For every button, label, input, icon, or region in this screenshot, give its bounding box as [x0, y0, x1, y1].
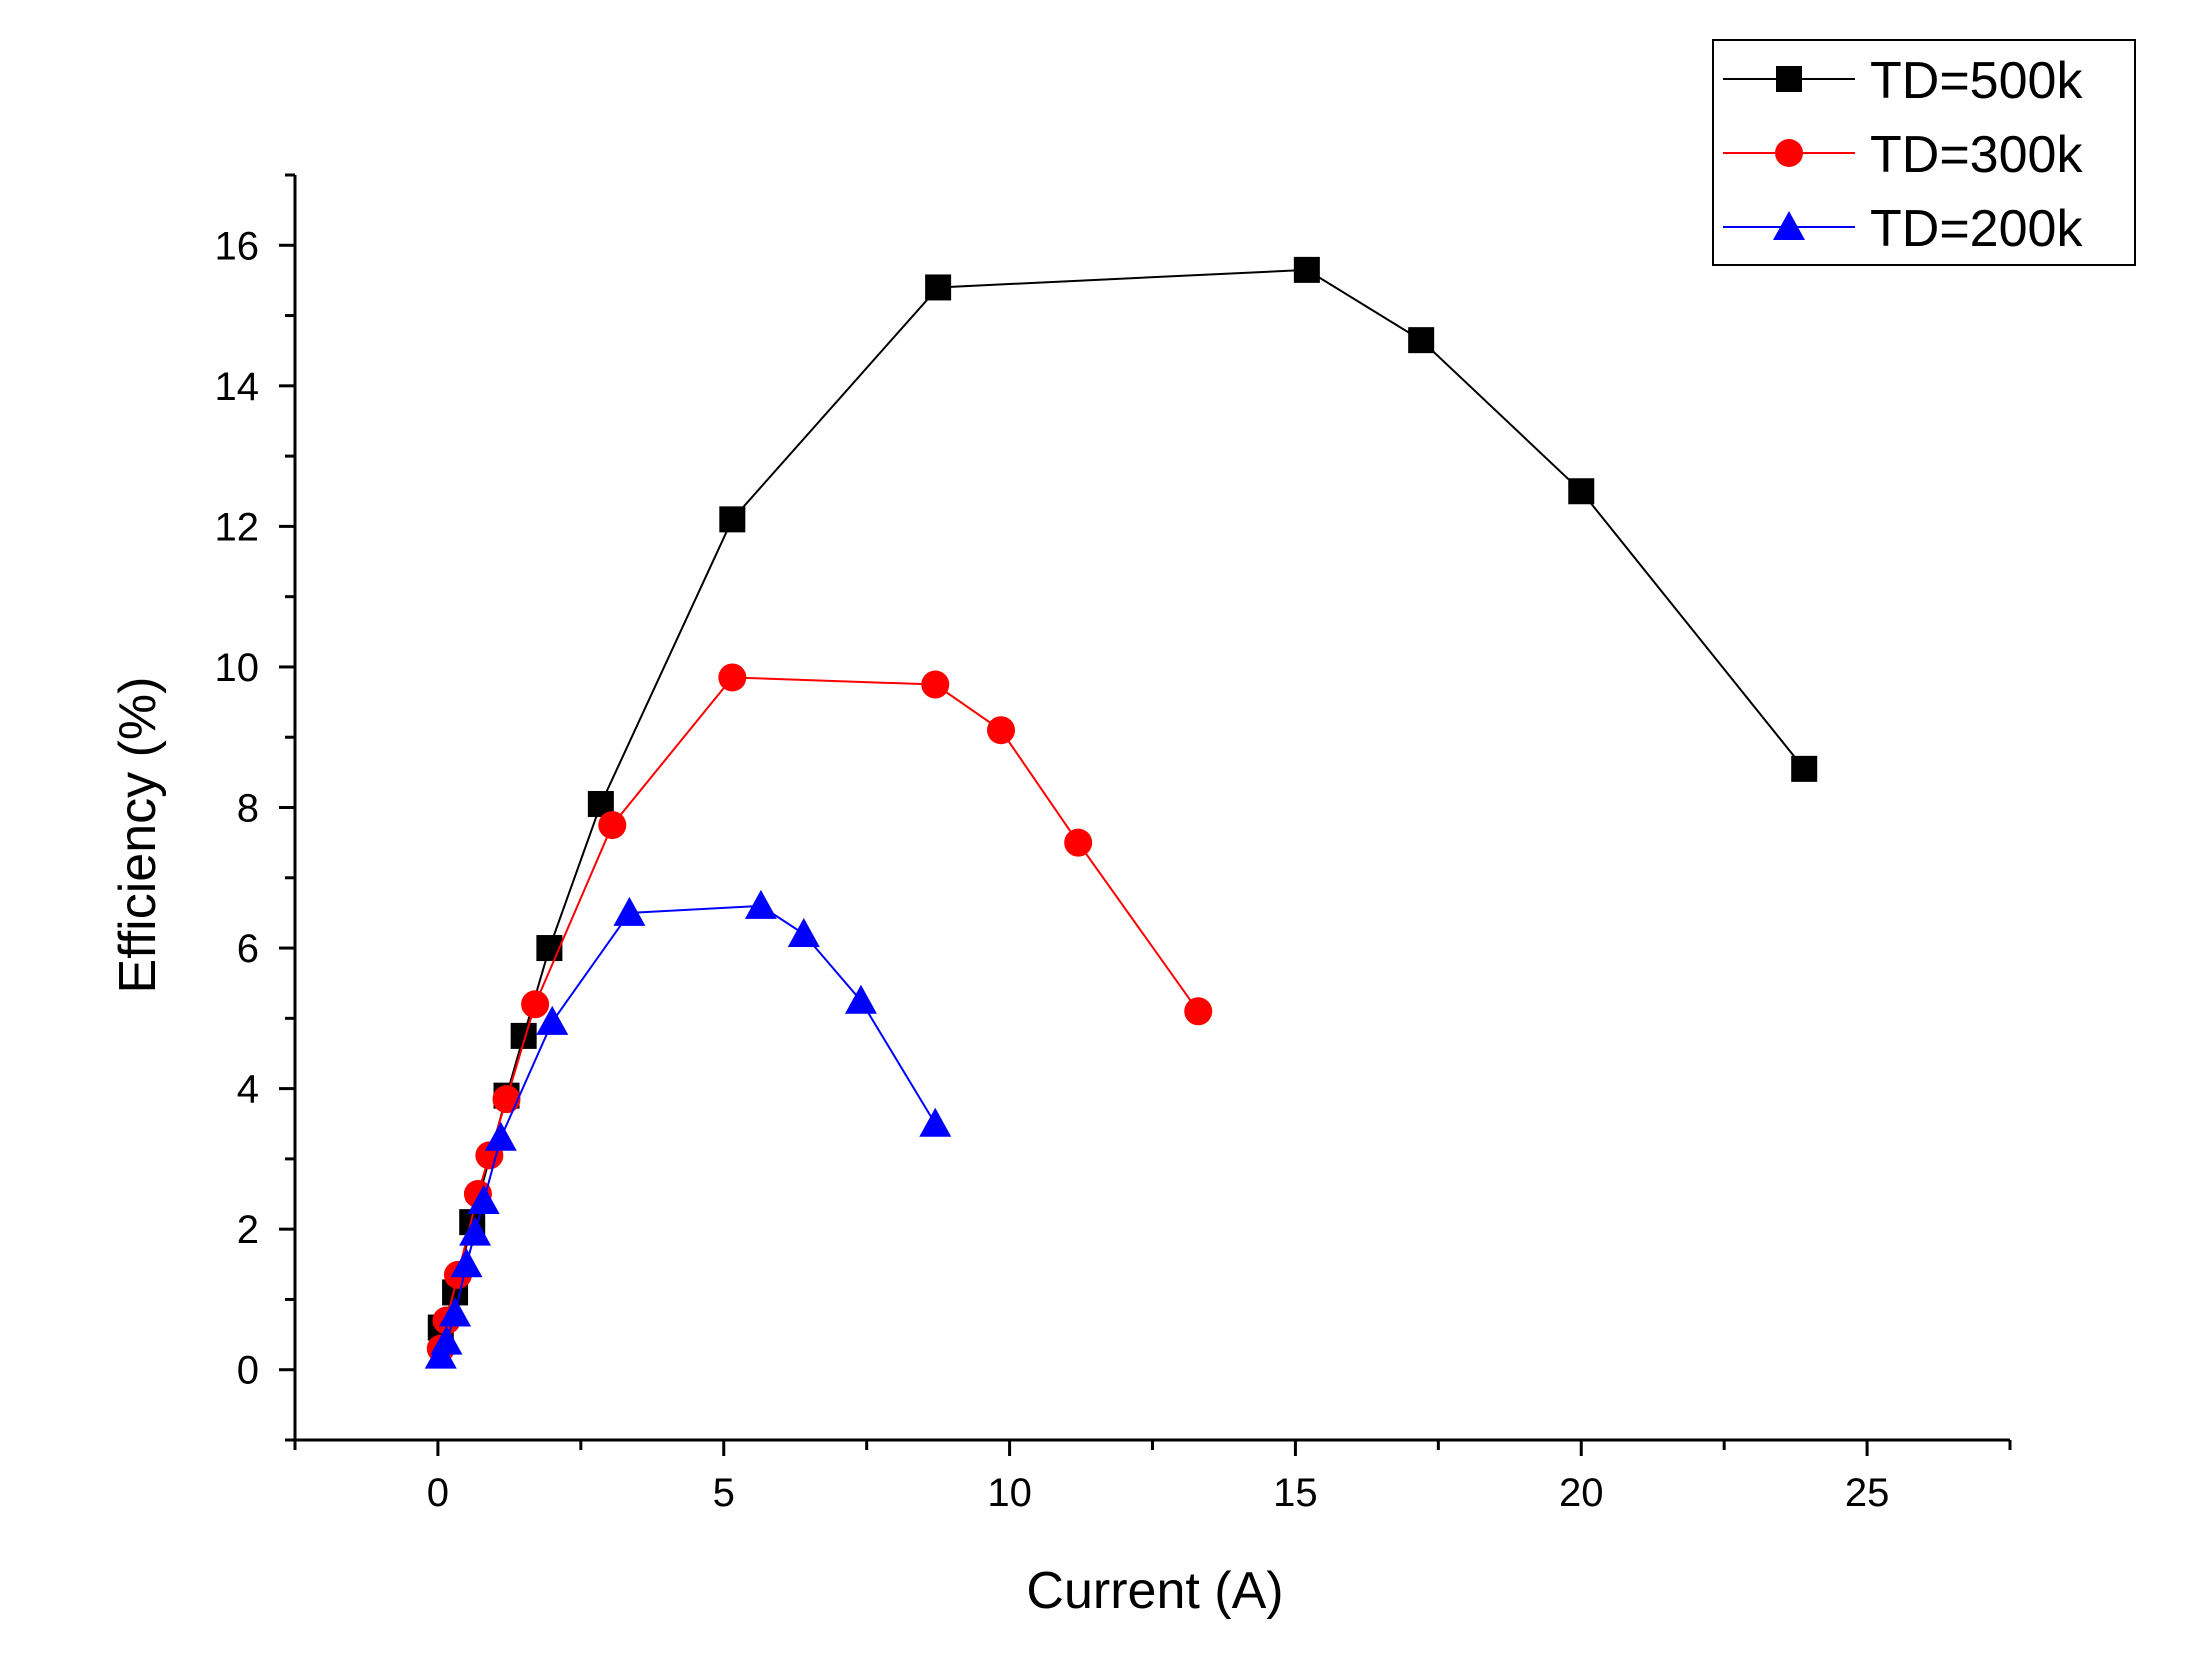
series-line	[439, 268, 1805, 1328]
legend-label: TD=500k	[1870, 52, 2083, 110]
data-point	[459, 1216, 492, 1246]
x-tick-label: 5	[713, 1471, 735, 1515]
data-point	[450, 1248, 483, 1278]
series-TD=500k	[427, 256, 1818, 1341]
legend: TD=500k TD=300k TD=200k	[1712, 39, 2136, 266]
x-tick-label: 25	[1845, 1471, 1890, 1515]
x-axis-title: Current (A)	[1026, 1562, 1283, 1620]
series-TD=300k	[426, 663, 1213, 1363]
data-point	[787, 918, 820, 947]
series-line	[439, 904, 937, 1357]
y-tick-label: 8	[237, 787, 259, 831]
data-point	[921, 670, 950, 699]
data-point	[439, 1297, 472, 1327]
series-TD=200k	[424, 889, 952, 1369]
data-point	[484, 1121, 517, 1151]
data-point	[844, 984, 877, 1014]
data-point	[1408, 327, 1435, 354]
data-point	[1568, 478, 1595, 505]
data-point	[925, 274, 952, 301]
data-point	[536, 935, 563, 962]
y-tick-label: 12	[215, 505, 260, 549]
y-ticks: 0 2 4 6 8 10 12 14 16	[215, 173, 295, 1442]
y-tick-label: 0	[237, 1349, 259, 1393]
legend-marker	[1776, 66, 1802, 92]
legend-marker	[1775, 139, 1803, 167]
data-point	[987, 716, 1016, 745]
data-point	[1064, 828, 1093, 857]
y-axis-title: Efficiency (%)	[109, 677, 167, 994]
y-tick-label: 10	[215, 646, 260, 690]
data-point	[1184, 997, 1213, 1026]
data-point	[919, 1107, 952, 1137]
y-tick-label: 4	[237, 1068, 259, 1112]
y-tick-label: 16	[215, 224, 260, 268]
data-point	[467, 1185, 500, 1215]
x-tick-label: 10	[987, 1471, 1032, 1515]
data-point	[430, 1325, 463, 1355]
legend-marker	[1773, 211, 1805, 240]
x-tick-label: 15	[1273, 1471, 1318, 1515]
x-tick-label: 0	[427, 1471, 449, 1515]
legend-label: TD=300k	[1870, 126, 2083, 184]
data-point	[719, 506, 746, 533]
data-point	[613, 896, 646, 926]
y-tick-label: 6	[237, 927, 259, 971]
x-ticks: 0 5 10 15 20 25	[293, 1440, 2012, 1515]
axes: 0 5 10 15 20 25 0 2 4 6 8 10 12 14 16	[215, 173, 2012, 1515]
data-point	[521, 990, 550, 1019]
y-tick-label: 2	[237, 1208, 259, 1252]
data-point	[1293, 256, 1320, 283]
y-tick-label: 14	[215, 365, 260, 409]
series-layer	[424, 256, 1818, 1369]
data-point	[744, 889, 777, 919]
data-point	[492, 1085, 521, 1114]
data-point	[718, 663, 747, 692]
legend-label: TD=200k	[1870, 200, 2083, 258]
data-point	[598, 811, 627, 840]
data-point	[1791, 755, 1818, 782]
x-tick-label: 20	[1559, 1471, 1604, 1515]
data-point	[536, 1005, 569, 1035]
